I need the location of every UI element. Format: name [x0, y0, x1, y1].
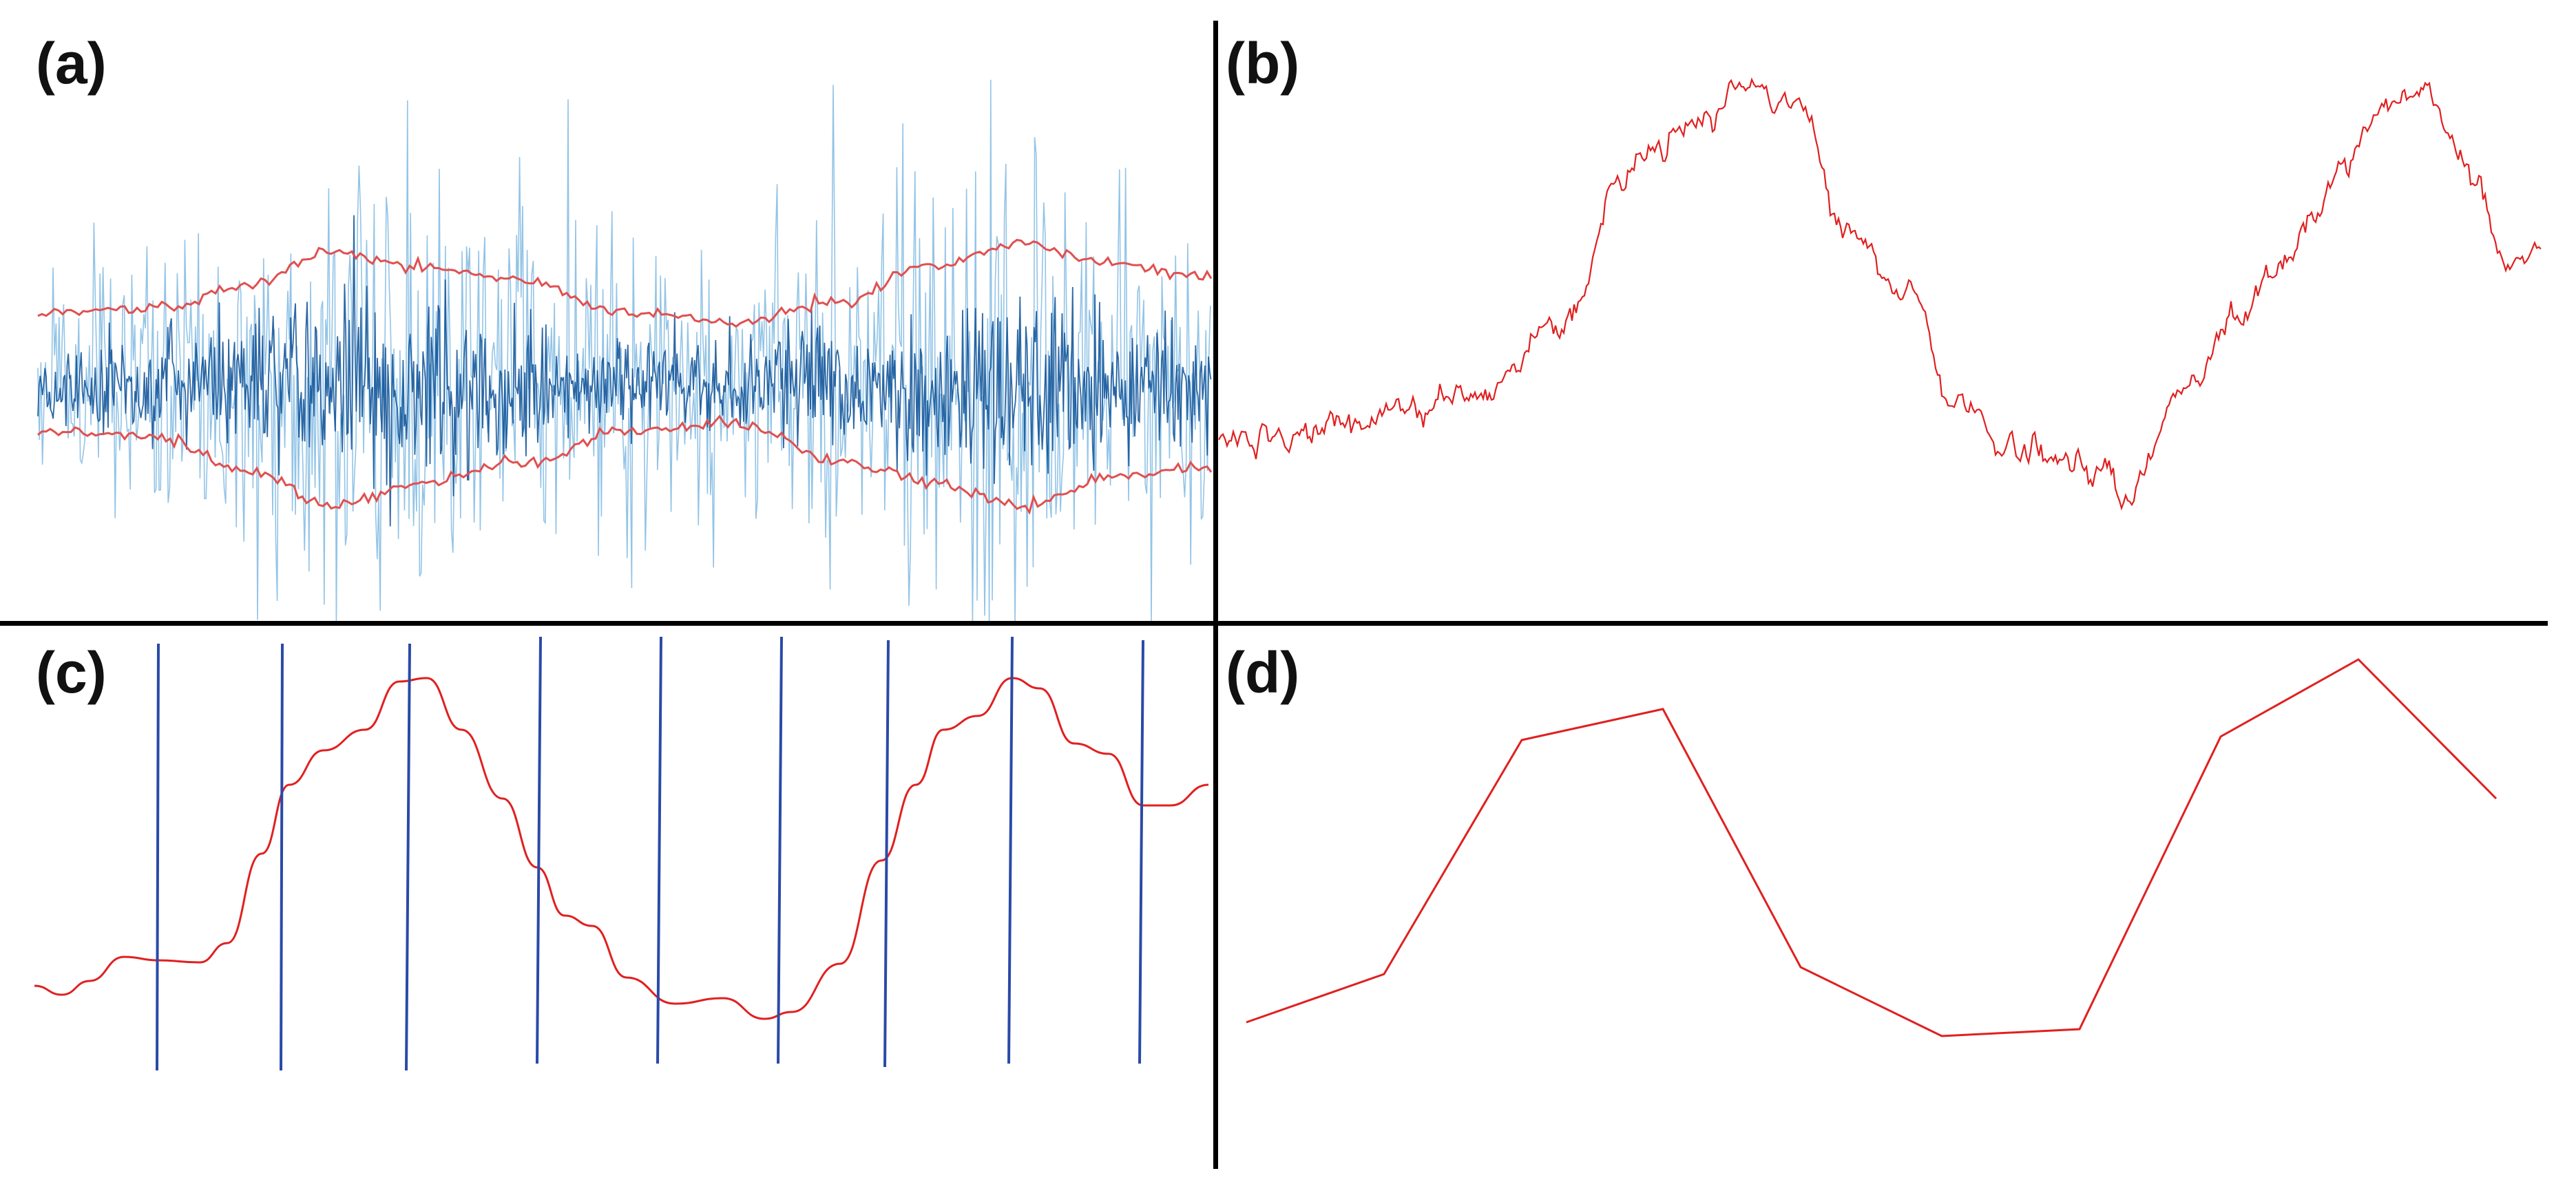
smoothed-curve [34, 677, 1209, 1020]
panel-c-label: (c) [36, 640, 107, 705]
panel-a-noisy-signal [37, 79, 1213, 624]
sample-line-2 [280, 643, 284, 1071]
sample-line-3 [405, 643, 411, 1071]
fluctuating-trace [1218, 77, 2542, 511]
vertical-divider [1213, 21, 1218, 1169]
sample-line-7 [883, 640, 890, 1068]
sample-line-9 [1138, 640, 1144, 1064]
panel-d-label: (d) [1226, 640, 1300, 705]
sample-line-8 [1007, 636, 1014, 1064]
panel-b-fluctuating-trace [1218, 77, 2542, 511]
panel-c-smoothed-with-samples [34, 636, 1209, 1071]
sample-line-1 [156, 643, 160, 1071]
sample-line-5 [656, 636, 662, 1064]
signal-trace-core [37, 215, 1212, 527]
sample-line-6 [777, 636, 783, 1064]
signal-trace-light [37, 79, 1211, 624]
panel-a-label: (a) [36, 31, 107, 96]
panel-d-sampled-polyline [1246, 658, 2498, 1037]
piecewise-line [1246, 658, 2498, 1037]
lower-envelope [37, 414, 1213, 515]
horizontal-divider [0, 621, 2548, 626]
panel-b-label: (b) [1226, 31, 1300, 96]
upper-envelope [37, 238, 1213, 328]
sample-line-4 [536, 636, 542, 1064]
